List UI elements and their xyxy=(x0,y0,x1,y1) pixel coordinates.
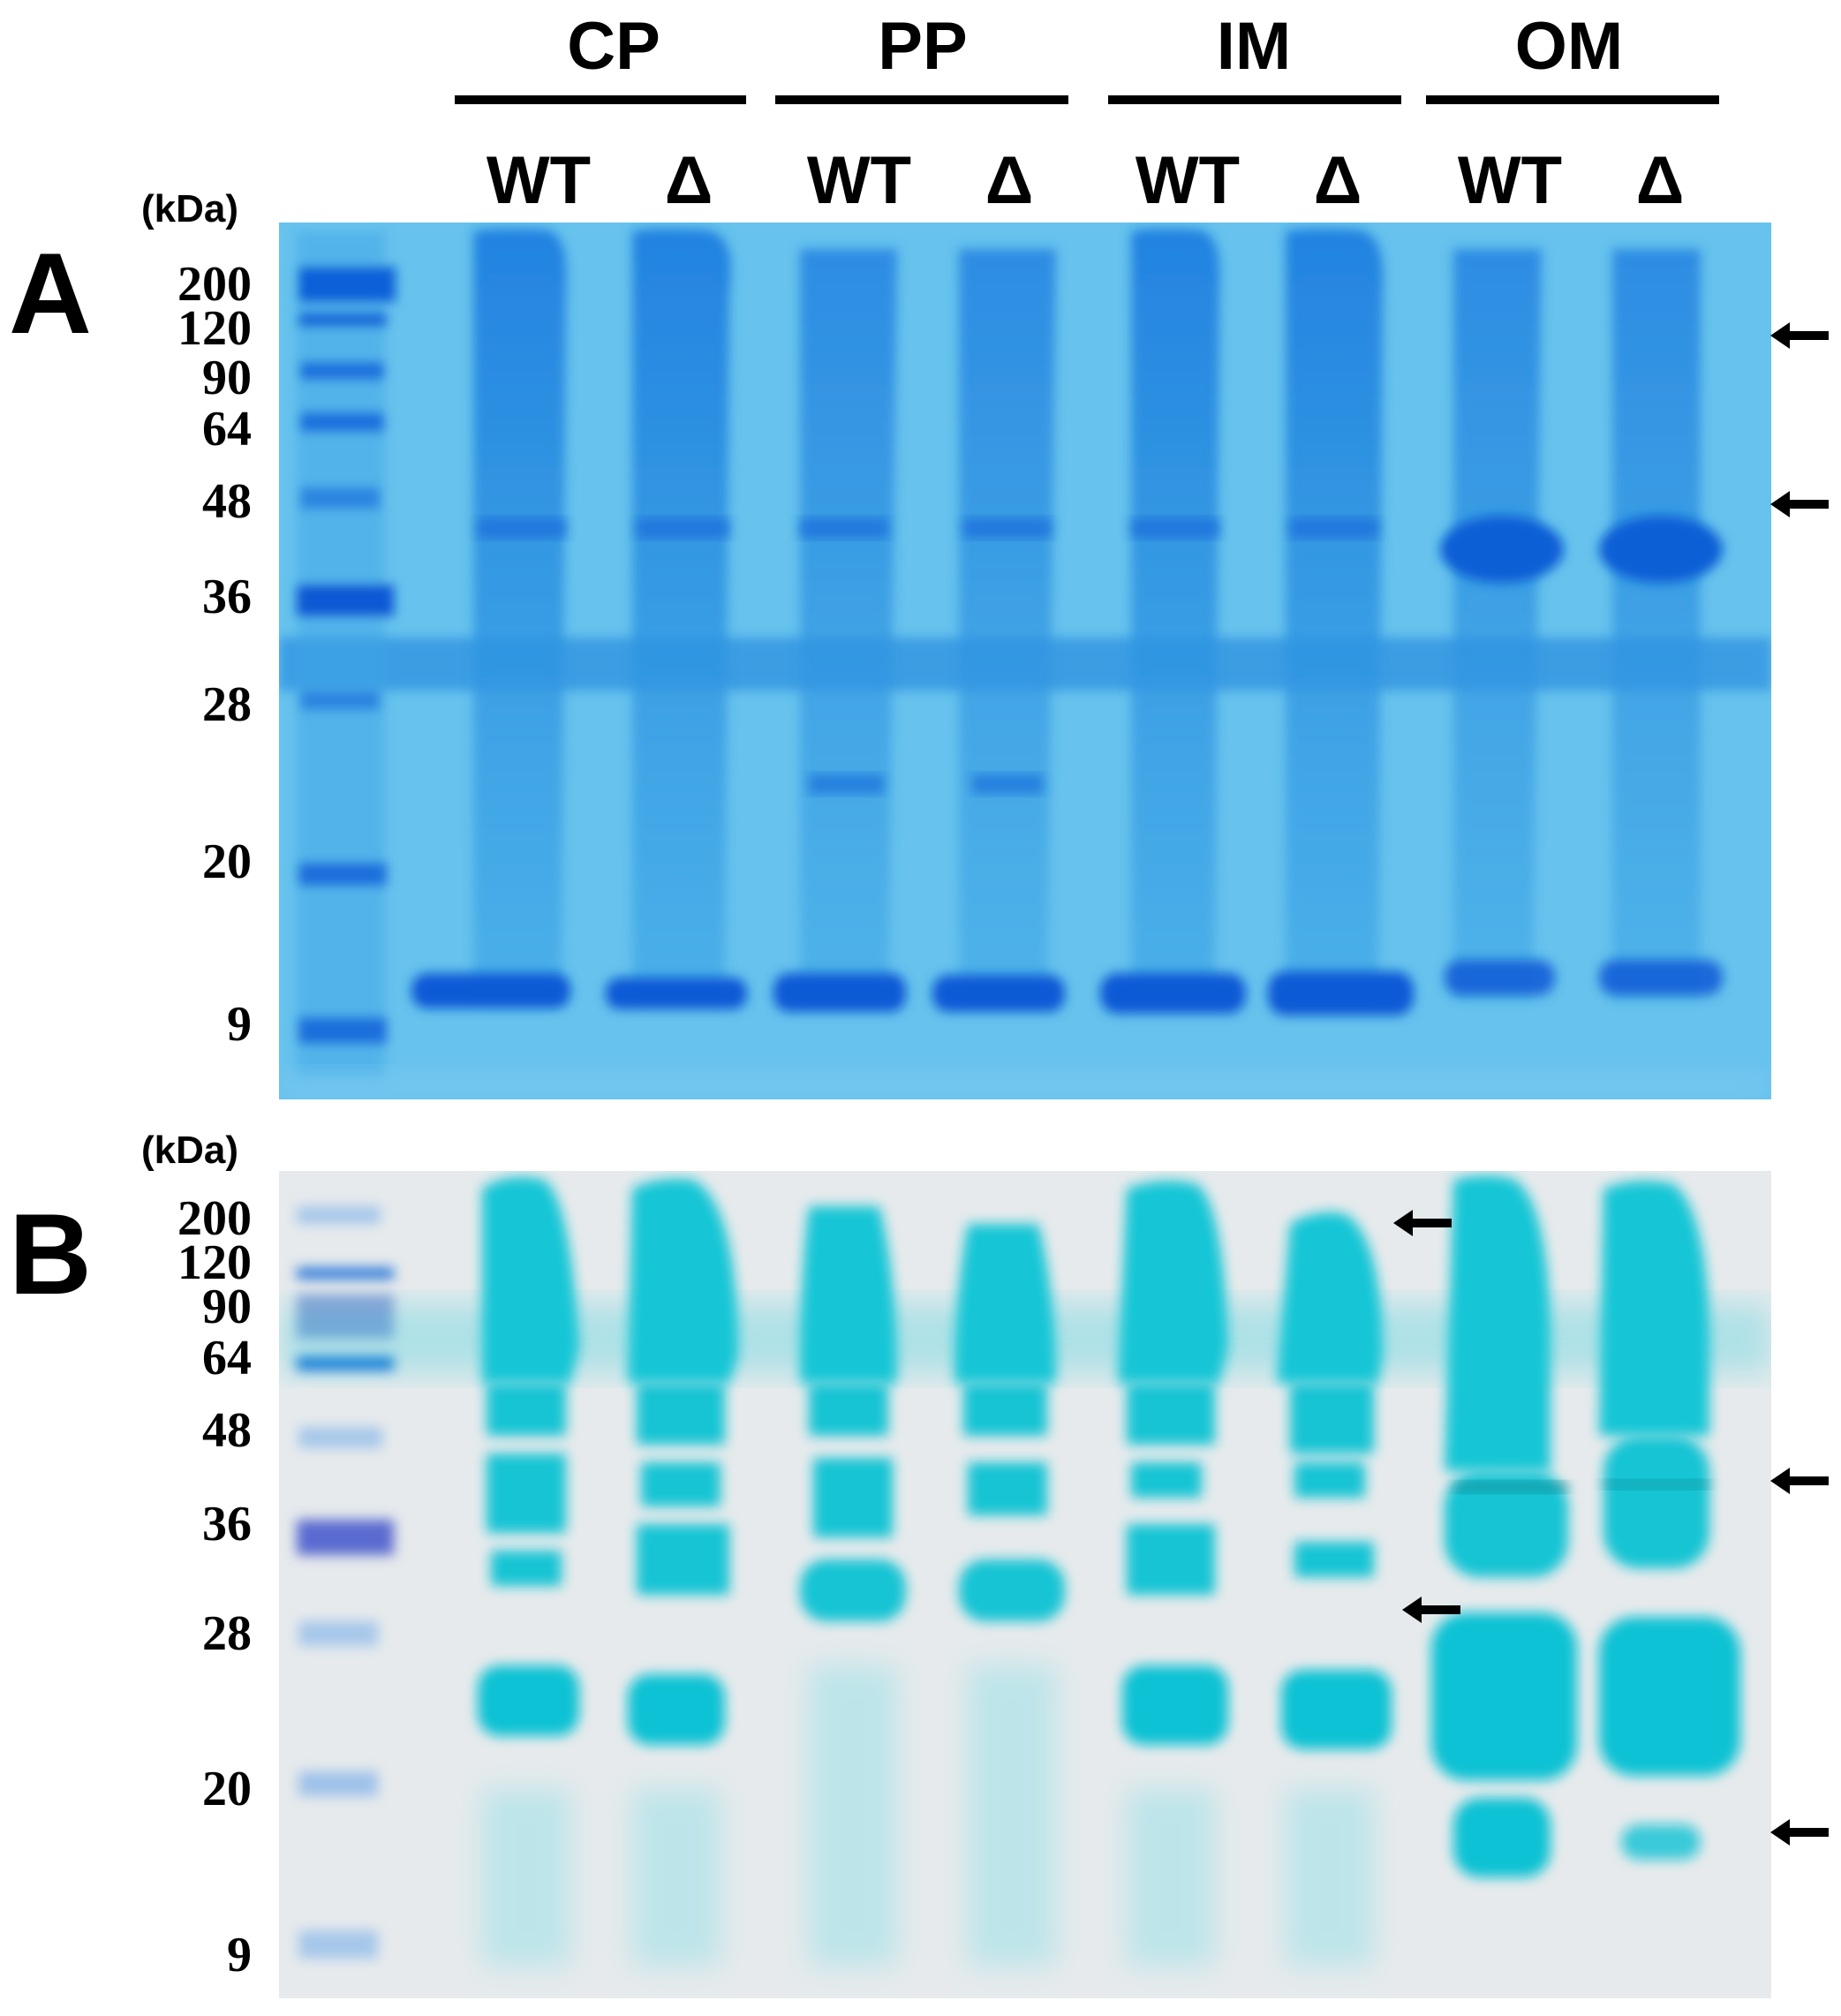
group-label-cp: CP xyxy=(567,9,660,84)
lane-label-pp-delta: Δ xyxy=(985,143,1034,218)
group-bar-cp xyxy=(455,95,746,104)
arrow-icon xyxy=(1770,1468,1829,1494)
group-bar-im xyxy=(1108,95,1401,104)
group-label-om: OM xyxy=(1514,9,1624,84)
lane-label-pp-wt: WT xyxy=(806,143,912,218)
lane-label-om-delta: Δ xyxy=(1635,143,1685,218)
lane-label-om-wt: WT xyxy=(1457,143,1563,218)
panel-letter-a: A xyxy=(9,229,92,358)
arrow-icon xyxy=(1393,1210,1452,1236)
marker-label-a-90: 90 xyxy=(202,351,252,405)
marker-label-a-64: 64 xyxy=(202,402,252,457)
arrow-icon xyxy=(1770,1819,1829,1846)
arrow-icon xyxy=(1770,491,1829,517)
lane-label-cp-delta: Δ xyxy=(664,143,713,218)
marker-label-b-200: 200 xyxy=(177,1191,252,1246)
marker-label-a-200: 200 xyxy=(177,257,252,312)
marker-label-a-120: 120 xyxy=(177,301,252,356)
panel-letter-b: B xyxy=(9,1189,92,1318)
marker-label-a-36: 36 xyxy=(202,570,252,624)
marker-label-b-36: 36 xyxy=(202,1497,252,1552)
marker-label-b-64: 64 xyxy=(202,1331,252,1386)
gel-image-a xyxy=(279,223,1771,1099)
gel-image-b xyxy=(279,1171,1771,1998)
kda-unit-b: (kDa) xyxy=(141,1129,239,1172)
group-bar-om xyxy=(1426,95,1719,104)
marker-label-b-120: 120 xyxy=(177,1235,252,1290)
marker-label-a-20: 20 xyxy=(202,834,252,889)
marker-label-b-9: 9 xyxy=(227,1928,252,1982)
marker-label-b-90: 90 xyxy=(202,1280,252,1334)
marker-label-a-48: 48 xyxy=(202,474,252,529)
group-label-im: IM xyxy=(1216,9,1292,84)
lane-label-im-delta: Δ xyxy=(1313,143,1362,218)
marker-label-a-28: 28 xyxy=(202,677,252,732)
kda-unit-a: (kDa) xyxy=(141,187,239,230)
arrow-icon xyxy=(1770,322,1829,349)
arrow-icon xyxy=(1402,1597,1460,1623)
group-bar-pp xyxy=(775,95,1068,104)
marker-label-a-9: 9 xyxy=(227,997,252,1052)
lane-label-cp-wt: WT xyxy=(486,143,592,218)
group-label-pp: PP xyxy=(878,9,968,84)
lane-label-im-wt: WT xyxy=(1135,143,1241,218)
marker-label-b-48: 48 xyxy=(202,1403,252,1458)
marker-label-b-20: 20 xyxy=(202,1762,252,1816)
marker-label-b-28: 28 xyxy=(202,1606,252,1661)
